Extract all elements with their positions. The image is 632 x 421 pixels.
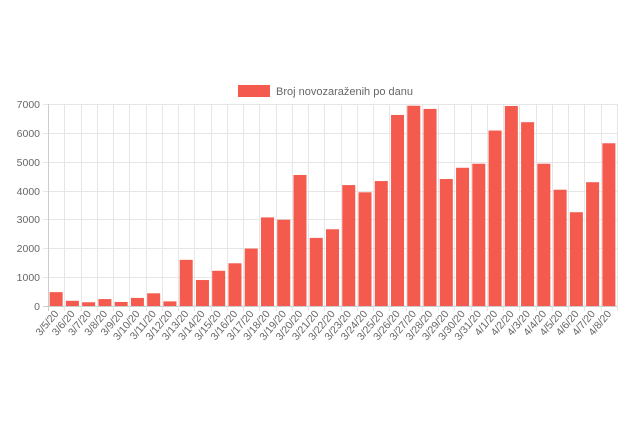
bar-3-29-20[interactable] [439,179,453,306]
bar-3-21-20[interactable] [309,237,323,306]
bar-3-24-20[interactable] [358,192,372,306]
bar-3-15-20[interactable] [212,270,226,306]
y-tick-label: 4000 [17,186,41,198]
bar-4-6-20[interactable] [569,212,583,306]
y-tick-label: 6000 [17,128,41,140]
bar-3-20-20[interactable] [293,174,307,306]
bar-4-7-20[interactable] [586,182,600,306]
bar-3-10-20[interactable] [130,297,144,306]
bar-3-5-20[interactable] [49,292,63,306]
bar-3-25-20[interactable] [374,181,388,306]
bar-3-11-20[interactable] [147,293,161,306]
y-tick-label: 2000 [17,243,41,255]
bar-4-8-20[interactable] [602,143,616,306]
bar-3-14-20[interactable] [195,280,209,306]
bar-3-26-20[interactable] [391,114,405,306]
bar-3-19-20[interactable] [277,219,291,306]
y-tick-label: 5000 [17,157,41,169]
bar-4-4-20[interactable] [537,163,551,306]
bar-3-6-20[interactable] [65,300,79,306]
legend-label[interactable]: Broj novozaraženih po danu [276,86,413,98]
legend[interactable]: Broj novozaraženih po danu [238,85,413,98]
legend-swatch[interactable] [238,85,270,97]
bar-4-3-20[interactable] [521,122,535,307]
bar-3-17-20[interactable] [244,248,258,306]
bar-3-9-20[interactable] [114,301,128,306]
bars [49,105,616,307]
bar-3-28-20[interactable] [423,108,437,306]
bar-3-12-20[interactable] [163,301,177,306]
bar-3-30-20[interactable] [456,167,470,306]
bar-3-16-20[interactable] [228,263,242,306]
y-tick-label: 3000 [17,214,41,226]
y-tick-label: 7000 [17,99,41,111]
bar-3-23-20[interactable] [342,185,356,306]
bar-4-5-20[interactable] [553,189,567,306]
grid-lines [43,104,618,311]
bar-3-27-20[interactable] [407,105,421,306]
bar-3-13-20[interactable] [179,259,193,306]
bar-3-31-20[interactable] [472,163,486,306]
bar-4-1-20[interactable] [488,130,502,306]
bar-3-7-20[interactable] [82,302,96,306]
y-tick-label: 1000 [17,272,41,284]
y-tick-label: 0 [34,301,40,313]
bar-4-2-20[interactable] [504,106,518,307]
bar-3-18-20[interactable] [260,217,274,306]
bar-3-8-20[interactable] [98,299,112,306]
bar-3-22-20[interactable] [326,229,340,306]
